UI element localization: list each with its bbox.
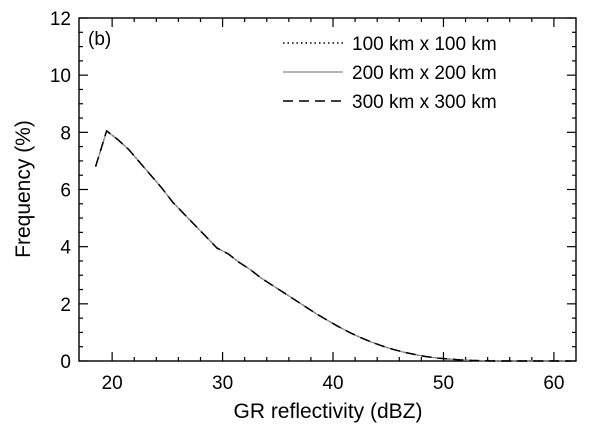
series-line-2 [94,130,571,362]
y-tick-label: 12 [50,9,71,30]
x-tick-label: 50 [433,373,454,394]
series-group [94,130,571,362]
legend-label-100km: 100 km x 100 km [352,34,497,55]
axis-tick-labels: 20 30 40 50 60 0 2 4 6 8 10 12 [50,9,565,394]
x-tick-label: 30 [212,373,233,394]
y-axis-label: Frequency (%) [12,120,35,258]
x-axis-label: GR reflectivity (dBZ) [233,400,422,423]
series-line-1 [94,130,571,362]
x-tick-label: 40 [322,373,343,394]
x-tick-label: 60 [543,373,564,394]
y-tick-label: 0 [60,352,71,373]
y-tick-label: 8 [60,123,71,144]
y-tick-label: 2 [60,295,71,316]
axis-ticks [79,17,576,362]
plot-frame [78,17,577,362]
x-tick-label: 20 [102,373,123,394]
legend-label-300km: 300 km x 300 km [352,92,497,113]
y-tick-label: 4 [60,238,71,259]
y-tick-label: 10 [50,66,71,87]
panel-label: (b) [88,29,111,50]
series-line-0 [94,130,571,362]
legend-label-200km: 200 km x 200 km [352,63,497,84]
y-tick-label: 6 [60,181,71,202]
legend: 100 km x 100 km 200 km x 200 km 300 km x… [283,34,497,113]
